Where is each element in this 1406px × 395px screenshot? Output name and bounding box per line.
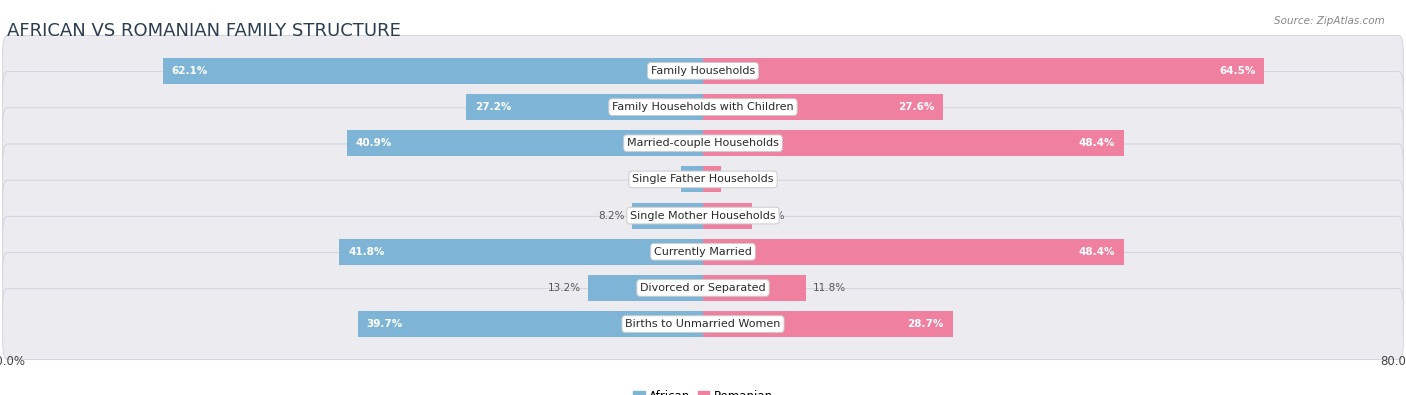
Text: 40.9%: 40.9% (356, 138, 392, 148)
Text: 62.1%: 62.1% (172, 66, 208, 76)
Text: 28.7%: 28.7% (908, 319, 943, 329)
Text: Source: ZipAtlas.com: Source: ZipAtlas.com (1274, 16, 1385, 26)
Bar (703, 311, 953, 337)
Text: Family Households with Children: Family Households with Children (612, 102, 794, 112)
Text: 5.6%: 5.6% (759, 211, 785, 220)
FancyBboxPatch shape (3, 216, 1403, 287)
Text: 48.4%: 48.4% (1078, 138, 1115, 148)
Bar (467, 94, 703, 120)
Text: 13.2%: 13.2% (548, 283, 581, 293)
Text: 27.6%: 27.6% (898, 102, 935, 112)
Bar (347, 130, 703, 156)
FancyBboxPatch shape (3, 289, 1403, 359)
FancyBboxPatch shape (3, 144, 1403, 215)
Text: 11.8%: 11.8% (813, 283, 846, 293)
Text: Single Father Households: Single Father Households (633, 175, 773, 184)
FancyBboxPatch shape (3, 108, 1403, 179)
FancyBboxPatch shape (3, 36, 1403, 106)
Bar (357, 311, 703, 337)
Text: 2.1%: 2.1% (728, 175, 755, 184)
Bar (682, 166, 703, 192)
Text: 39.7%: 39.7% (367, 319, 402, 329)
Bar (703, 203, 752, 229)
Bar (703, 94, 943, 120)
Text: 27.2%: 27.2% (475, 102, 512, 112)
Text: Family Households: Family Households (651, 66, 755, 76)
FancyBboxPatch shape (3, 71, 1403, 143)
Bar (703, 130, 1123, 156)
Bar (631, 203, 703, 229)
Bar (703, 275, 806, 301)
Bar (339, 239, 703, 265)
Text: AFRICAN VS ROMANIAN FAMILY STRUCTURE: AFRICAN VS ROMANIAN FAMILY STRUCTURE (7, 22, 401, 40)
Text: Married-couple Households: Married-couple Households (627, 138, 779, 148)
Bar (703, 58, 1264, 84)
Bar (703, 239, 1123, 265)
Text: 64.5%: 64.5% (1219, 66, 1256, 76)
Text: Currently Married: Currently Married (654, 247, 752, 257)
Text: Divorced or Separated: Divorced or Separated (640, 283, 766, 293)
Text: Births to Unmarried Women: Births to Unmarried Women (626, 319, 780, 329)
FancyBboxPatch shape (3, 252, 1403, 324)
Text: Single Mother Households: Single Mother Households (630, 211, 776, 220)
Text: 2.5%: 2.5% (648, 175, 675, 184)
Bar (588, 275, 703, 301)
Text: 41.8%: 41.8% (349, 247, 384, 257)
Bar (163, 58, 703, 84)
Text: 8.2%: 8.2% (598, 211, 624, 220)
FancyBboxPatch shape (3, 180, 1403, 251)
Legend: African, Romanian: African, Romanian (628, 385, 778, 395)
Bar (703, 166, 721, 192)
Text: 48.4%: 48.4% (1078, 247, 1115, 257)
